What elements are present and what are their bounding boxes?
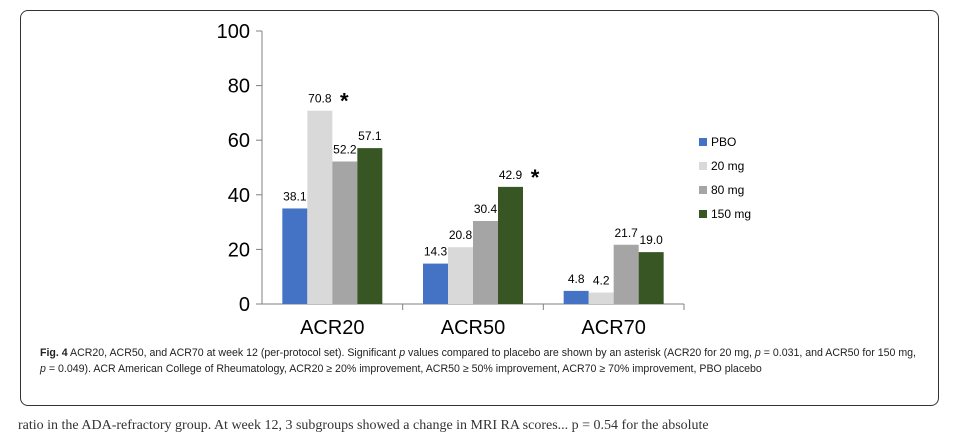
- caption-text: = 0.049). ACR American College of Rheuma…: [45, 363, 762, 375]
- data-label: 52.2: [333, 142, 357, 156]
- data-label: 38.1: [283, 189, 307, 203]
- y-tick-label: 40: [228, 185, 250, 207]
- legend-label: 20 mg: [711, 159, 744, 173]
- bar: [448, 247, 473, 304]
- caption-text: = 0.031, and ACR50 for 150 mg,: [760, 347, 916, 359]
- y-tick-label: 60: [228, 130, 250, 152]
- legend-label: 80 mg: [711, 183, 744, 197]
- figure-frame: [20, 10, 939, 406]
- bar: [423, 263, 448, 304]
- caption-p: p: [40, 363, 46, 375]
- bar: [357, 148, 383, 304]
- y-tick-label: 0: [239, 294, 250, 316]
- significance-asterisk: *: [340, 89, 349, 114]
- legend-swatch: [699, 186, 707, 194]
- bar: [613, 244, 639, 304]
- data-label: 57.1: [358, 129, 382, 143]
- data-label: 70.8: [308, 92, 332, 106]
- x-tick-label: ACR70: [581, 317, 645, 339]
- caption-p: p: [754, 347, 761, 359]
- bar: [588, 292, 614, 304]
- caption-text: values compared to placebo are shown by …: [405, 347, 755, 359]
- data-label: 42.9: [499, 168, 523, 182]
- chart-legend: PBO 20 mg 80 mg 150 mg: [699, 135, 751, 221]
- bar: [473, 221, 498, 304]
- data-label: 21.7: [614, 226, 638, 240]
- legend-swatch: [699, 138, 707, 146]
- data-label: 14.3: [424, 245, 448, 259]
- caption-p: p: [399, 347, 406, 359]
- bar: [498, 186, 523, 304]
- data-label: 30.4: [474, 202, 498, 216]
- article-body-text: ratio in the ADA-refractory group. At we…: [18, 418, 709, 433]
- data-label: 4.2: [593, 274, 610, 288]
- bar: [563, 290, 589, 304]
- significance-asterisk: *: [531, 165, 540, 190]
- caption-label: Fig. 4: [40, 347, 68, 359]
- figure-caption: Fig. 4 ACR20, ACR50, and ACR70 at week 1…: [40, 345, 920, 377]
- legend-swatch: [699, 210, 707, 218]
- x-tick-label: ACR20: [300, 317, 364, 339]
- bar: [332, 161, 358, 304]
- x-tick-label: ACR50: [441, 317, 505, 339]
- chart-data-labels: 38.1 70.8 52.257.1 14.320.830.4 42.9 4.8 4.2 21…: [283, 89, 663, 288]
- legend-label: PBO: [711, 135, 736, 149]
- y-tick-label: 80: [228, 76, 250, 98]
- data-label: 20.8: [449, 228, 473, 242]
- chart-bars: [282, 110, 664, 304]
- bar: [638, 252, 664, 304]
- bar: [307, 110, 333, 304]
- legend-swatch: [699, 162, 707, 170]
- caption-text: ACR20, ACR50, and ACR70 at week 12 (per-…: [67, 347, 400, 359]
- y-tick-label: 20: [228, 239, 250, 261]
- data-label: 4.8: [568, 272, 585, 286]
- bar: [282, 208, 308, 304]
- data-label: 19.0: [639, 233, 663, 247]
- y-tick-label: 100: [217, 21, 250, 43]
- legend-label: 150 mg: [711, 207, 751, 221]
